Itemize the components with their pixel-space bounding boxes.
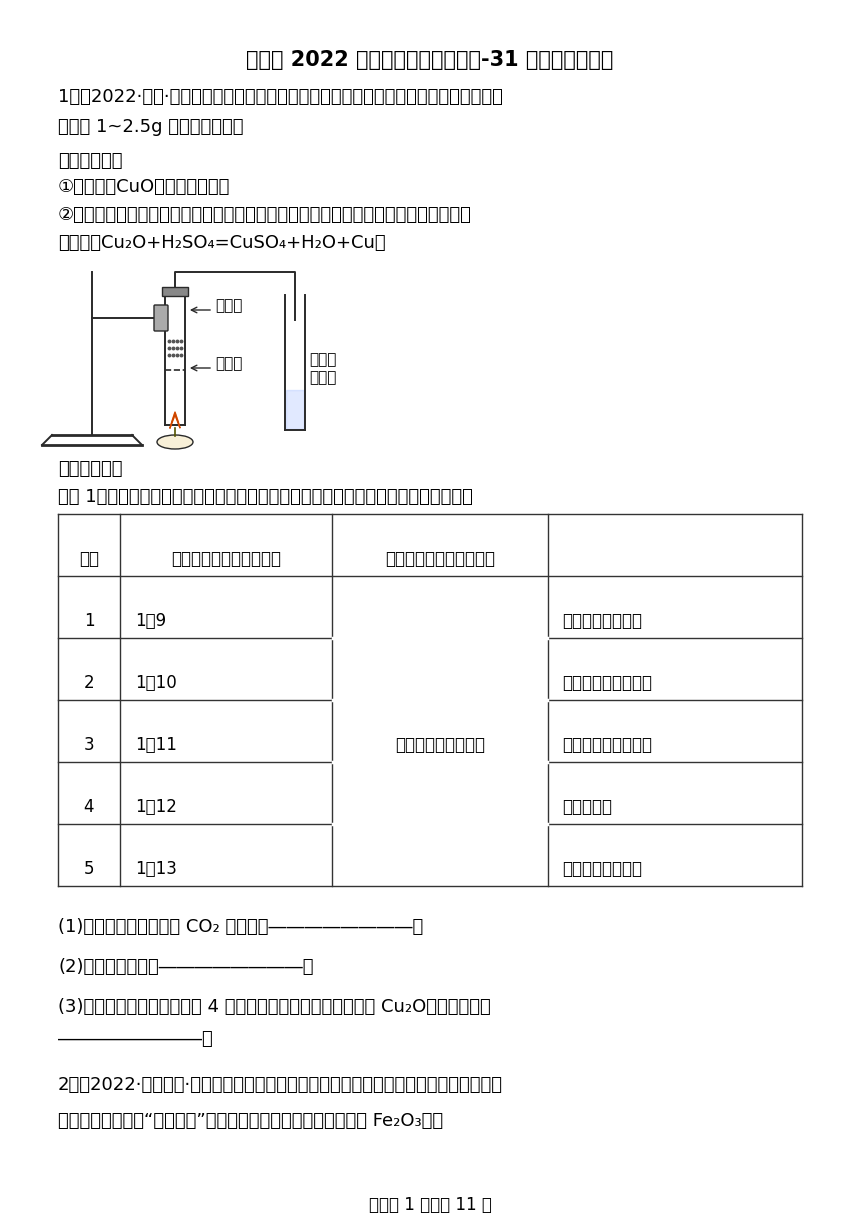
Bar (162, 287, 188, 295)
Text: 4: 4 (83, 798, 95, 816)
Text: 3: 3 (83, 736, 95, 754)
Text: 2．（2022·浙江金华·统考一模）在科学实验操作技能大赛中，小华同学用所学的科学知: 2．（2022·浙江金华·统考一模）在科学实验操作技能大赛中，小华同学用所学的科… (58, 1076, 503, 1094)
Text: 1：9: 1：9 (135, 612, 166, 630)
Text: 石灰水: 石灰水 (309, 371, 336, 385)
Text: 「查阅资料」: 「查阅资料」 (58, 152, 122, 170)
Text: ①氧化铜（CuO）为黑色固体。: ①氧化铜（CuO）为黑色固体。 (58, 178, 230, 196)
Text: 混有极少量黑色物质: 混有极少量黑色物质 (562, 736, 652, 754)
Text: 混有较多黑色物质: 混有较多黑色物质 (562, 860, 642, 878)
Text: ②碳还原氧化铜得到的铜中可能含有少量的氧化亚铜；氧化亚铜为红色固体，能与稀硫: ②碳还原氧化铜得到的铜中可能含有少量的氧化亚铜；氧化亚铜为红色固体，能与稀硫 (58, 206, 472, 224)
Text: 混有很少量黑色物质: 混有很少量黑色物质 (562, 674, 652, 692)
Text: 实验 1：取一定量混合物，用如图所示装置进行多次试验，获得如下实验数据与现象。: 实验 1：取一定量混合物，用如图所示装置进行多次试验，获得如下实验数据与现象。 (58, 488, 473, 506)
Text: 1：10: 1：10 (135, 674, 177, 692)
Text: (2)该实验的结论是――――――――。: (2)该实验的结论是――――――――。 (58, 958, 314, 976)
Text: (1)实验中，证明产生了 CO₂ 的现象是――――――――。: (1)实验中，证明产生了 CO₂ 的现象是――――――――。 (58, 918, 423, 936)
Text: 「进行实验」: 「进行实验」 (58, 460, 122, 478)
Text: 混有少量黑色物质: 混有少量黑色物质 (562, 612, 642, 630)
Text: 1：13: 1：13 (135, 860, 177, 878)
Text: 浙江省 2022 年中考科学模拟题汇编-31 金属（探究题）: 浙江省 2022 年中考科学模拟题汇编-31 金属（探究题） (246, 50, 614, 71)
Polygon shape (170, 412, 180, 428)
Text: 混合物: 混合物 (215, 298, 243, 314)
Text: 红色固体有金属光泽: 红色固体有金属光泽 (395, 736, 485, 754)
Text: 金属网: 金属网 (215, 356, 243, 372)
Text: 澄清的: 澄清的 (309, 353, 336, 367)
Text: 2: 2 (83, 674, 95, 692)
Text: 1：11: 1：11 (135, 736, 177, 754)
Text: (3)《反思与评价》为检验第 4 次实验的生成红色固体中是否含 Cu₂O，所需试剂是: (3)《反思与评价》为检验第 4 次实验的生成红色固体中是否含 Cu₂O，所需试… (58, 998, 491, 1017)
Text: 1．（2022·浙江·一模）为探究碳还原氧化铜的最佳实验条件，用木炭粉和氧化铜的干燥: 1．（2022·浙江·一模）为探究碳还原氧化铜的最佳实验条件，用木炭粉和氧化铜的… (58, 88, 503, 106)
Text: 序号: 序号 (79, 550, 99, 568)
Text: ――――――――。: ――――――――。 (58, 1030, 212, 1048)
Text: 反应后物质的颜色、状态: 反应后物质的颜色、状态 (385, 550, 495, 568)
Text: 1: 1 (83, 612, 95, 630)
FancyBboxPatch shape (154, 305, 168, 331)
Text: 酸反应：Cu₂O+H₂SO₄=CuSO₄+H₂O+Cu。: 酸反应：Cu₂O+H₂SO₄=CuSO₄+H₂O+Cu。 (58, 233, 385, 252)
Text: 无黑色物质: 无黑色物质 (562, 798, 612, 816)
Text: 识迅速搭建了一套“模拟炼铁”的冶炼装置（铁矿石的主要成分为 Fe₂O₃）。: 识迅速搭建了一套“模拟炼铁”的冶炼装置（铁矿石的主要成分为 Fe₂O₃）。 (58, 1111, 443, 1130)
Ellipse shape (157, 435, 193, 449)
Text: 木炭粉与氧化铜的质量比: 木炭粉与氧化铜的质量比 (171, 550, 281, 568)
Text: 5: 5 (83, 860, 95, 878)
Text: 试卷第 1 页，共 11 页: 试卷第 1 页，共 11 页 (369, 1197, 491, 1214)
Text: 混合物 1~2.5g 进行系列实验。: 混合物 1~2.5g 进行系列实验。 (58, 118, 243, 136)
Text: 1：12: 1：12 (135, 798, 177, 816)
